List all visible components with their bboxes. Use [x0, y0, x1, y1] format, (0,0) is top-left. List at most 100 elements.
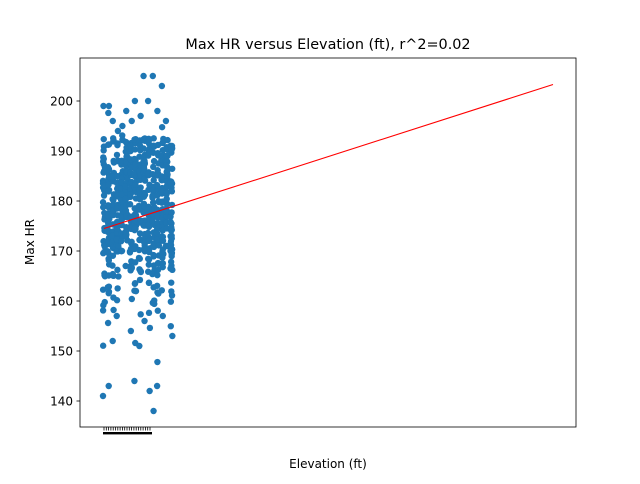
data-point [99, 199, 107, 206]
data-point [159, 254, 166, 261]
data-point [158, 123, 166, 131]
data-point [136, 153, 143, 160]
data-point [141, 177, 149, 184]
data-point [114, 127, 122, 135]
data-point [117, 238, 125, 245]
data-point [105, 257, 113, 264]
regression-line [103, 83, 554, 230]
data-point [140, 164, 148, 172]
data-point [167, 258, 175, 266]
data-point [128, 264, 135, 271]
x-axis-ticks [103, 427, 152, 435]
data-point [164, 136, 171, 144]
data-point [154, 307, 161, 314]
data-point [167, 322, 174, 330]
data-point [109, 117, 116, 125]
data-point [163, 170, 171, 177]
data-point [135, 246, 143, 254]
data-point [105, 181, 112, 188]
x-tick-label [103, 432, 152, 435]
data-point [109, 337, 116, 345]
data-point [149, 199, 157, 206]
data-point [144, 97, 152, 105]
data-point [126, 201, 134, 208]
data-point [137, 311, 144, 318]
data-point [141, 317, 148, 325]
data-point [114, 141, 121, 149]
data-point [131, 377, 138, 385]
data-point [145, 256, 153, 263]
data-point [167, 233, 174, 240]
data-point [131, 155, 138, 163]
data-point [167, 241, 175, 249]
data-point [145, 261, 153, 268]
data-point [131, 146, 139, 153]
data-point [131, 211, 139, 218]
data-point [132, 181, 139, 188]
data-point [163, 152, 170, 159]
data-point [154, 271, 161, 279]
data-point [154, 358, 161, 366]
data-point [146, 387, 153, 395]
data-point [137, 268, 145, 276]
data-point [113, 312, 120, 320]
data-point [114, 205, 121, 212]
data-point [145, 170, 152, 178]
y-axis-ticks: 140 150 160 170 180 190 200 [50, 94, 80, 408]
data-point [168, 209, 175, 216]
data-point [122, 262, 129, 270]
data-point [158, 188, 165, 195]
data-point [128, 295, 136, 303]
data-point [151, 297, 158, 304]
data-point [150, 243, 158, 251]
data-point [105, 188, 112, 195]
data-point [115, 242, 122, 250]
data-point [131, 136, 138, 143]
data-point [109, 173, 116, 181]
data-point [114, 285, 121, 292]
data-point [109, 262, 116, 269]
data-point [118, 157, 125, 165]
data-point [150, 135, 157, 142]
data-point [167, 298, 175, 305]
data-point [153, 382, 161, 390]
data-point [159, 263, 166, 271]
data-point [163, 162, 170, 169]
data-point [158, 233, 165, 240]
data-point [146, 324, 154, 332]
data-point [145, 309, 153, 317]
y-tick-label: 150 [50, 344, 73, 358]
data-point [131, 279, 139, 287]
data-point [114, 266, 121, 274]
data-point [105, 109, 112, 117]
data-point [168, 279, 175, 286]
data-point [113, 248, 120, 255]
data-point [154, 266, 162, 274]
data-point [149, 187, 157, 194]
data-point [137, 112, 144, 120]
data-point [105, 166, 113, 173]
data-point [113, 157, 121, 165]
data-point [99, 158, 107, 165]
data-point [100, 192, 108, 199]
data-point [100, 102, 107, 110]
data-point [109, 270, 117, 278]
data-point [163, 196, 170, 203]
data-point [99, 307, 107, 314]
data-point [167, 180, 174, 187]
x-axis-label: Elevation (ft) [289, 457, 367, 471]
data-point [113, 151, 121, 159]
data-point [153, 181, 161, 189]
data-point [162, 117, 170, 125]
data-point [169, 332, 176, 340]
data-point [132, 259, 139, 266]
data-point [123, 107, 130, 115]
data-point [158, 82, 166, 90]
data-point [154, 167, 161, 174]
y-tick-label: 200 [50, 94, 73, 108]
data-point [145, 279, 153, 287]
data-point [136, 276, 144, 284]
data-point [149, 193, 156, 200]
